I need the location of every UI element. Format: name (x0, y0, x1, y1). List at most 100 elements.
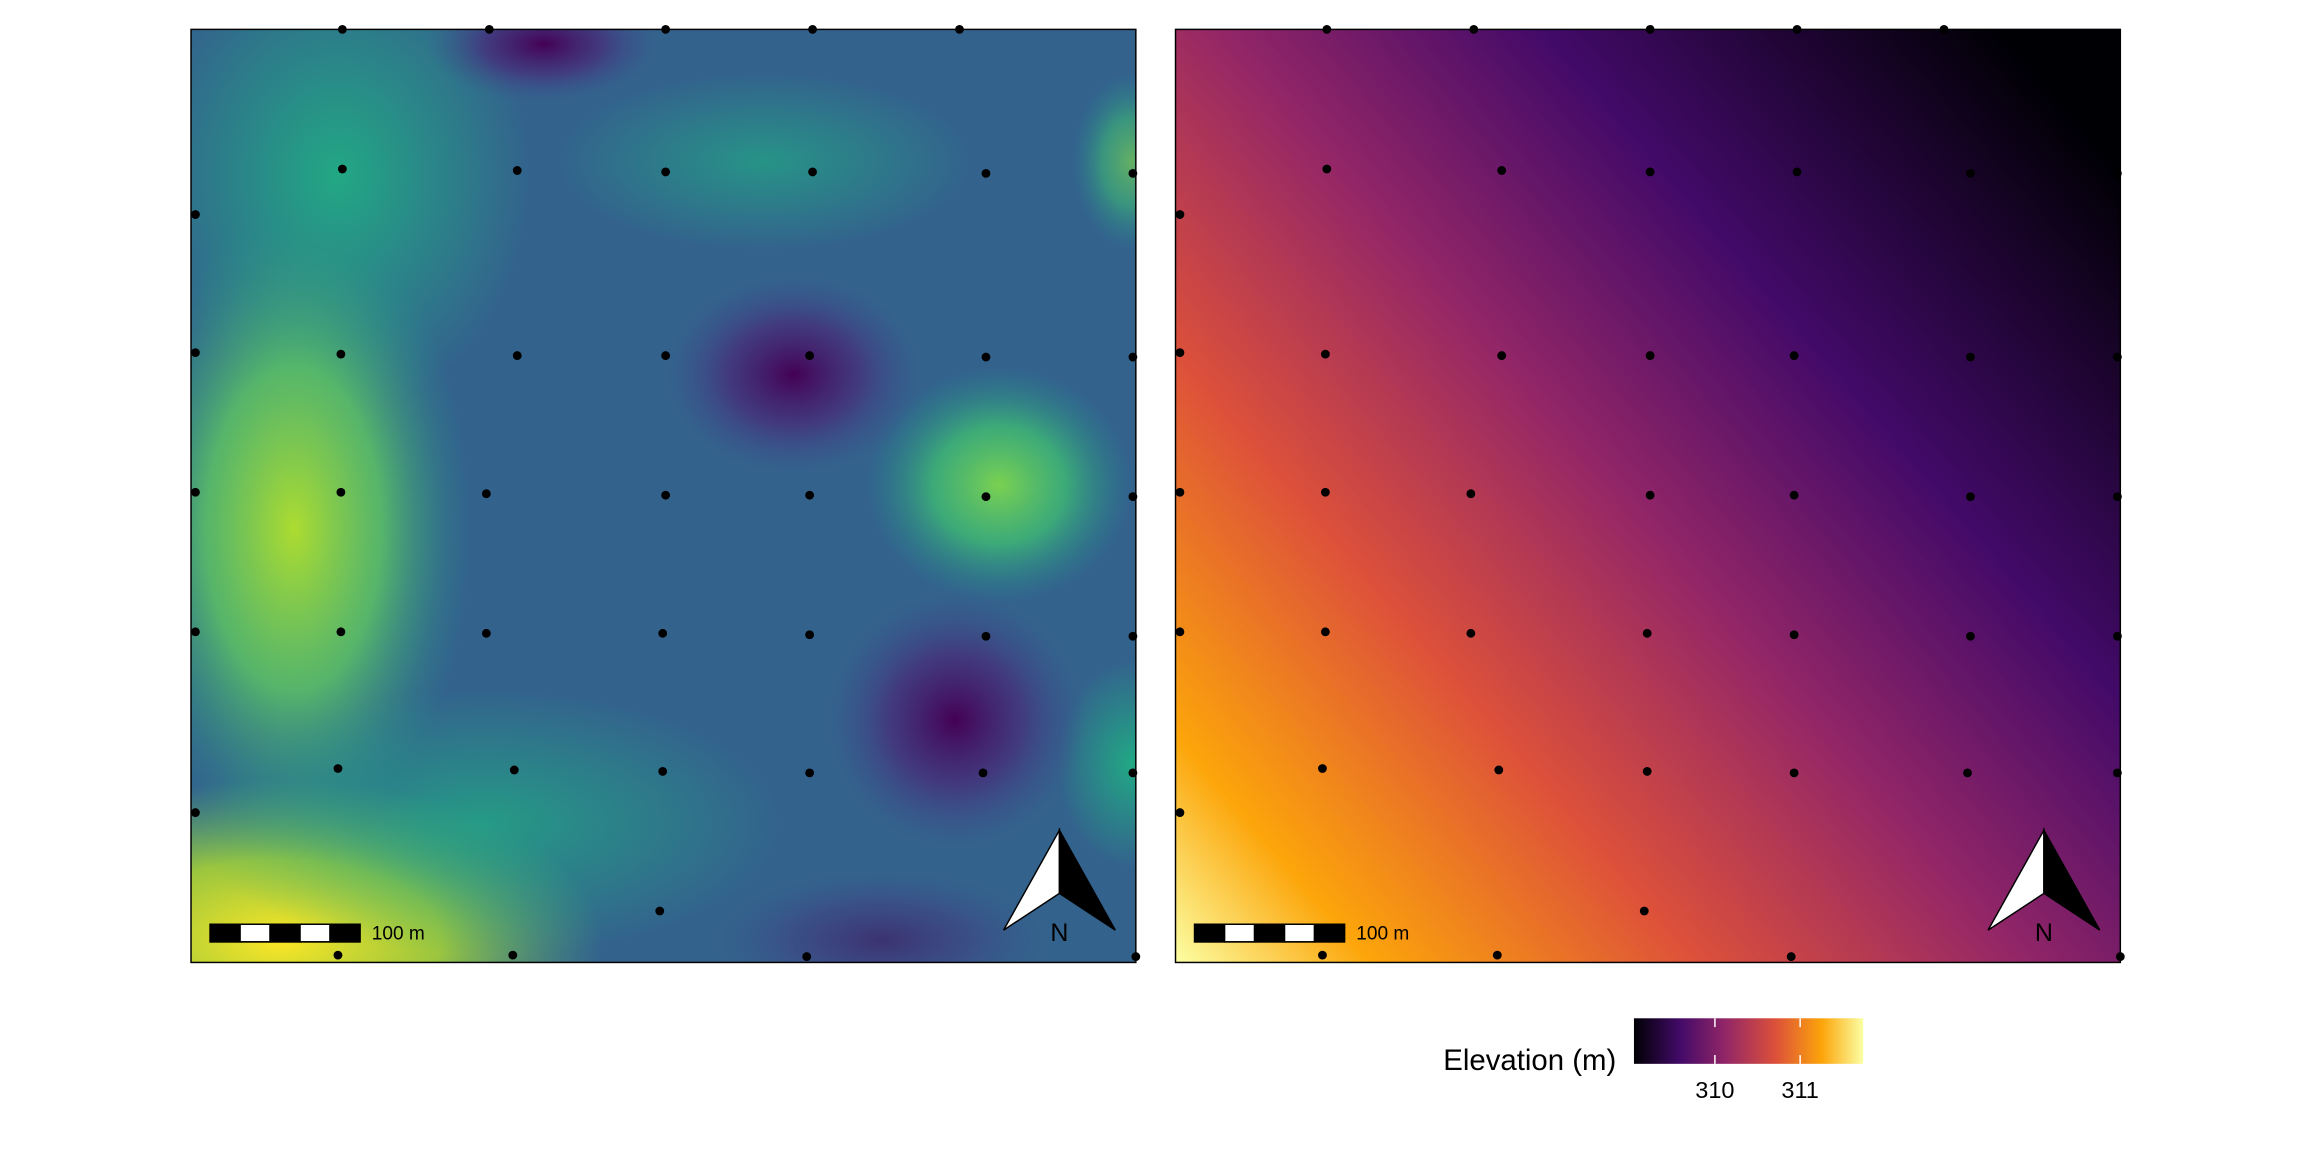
sample-point (1128, 352, 1138, 362)
sample-point (484, 24, 494, 34)
sample-point (802, 952, 812, 961)
sample-point (1466, 628, 1476, 638)
sample-point (1966, 168, 1975, 178)
sample-point (1497, 351, 1507, 360)
scale-bar-segment (1193, 923, 1226, 943)
sample-point (1966, 492, 1975, 502)
scale-bar-segment (1313, 923, 1346, 943)
sample-point (1642, 628, 1652, 638)
sample-point (1963, 768, 1972, 778)
scale-bar-segment (1283, 923, 1316, 943)
sample-point (1789, 351, 1799, 360)
sample-point (1175, 627, 1185, 637)
sample-point (508, 950, 518, 960)
sample-point (661, 24, 671, 34)
sample-point (1645, 351, 1655, 360)
sample-point (1645, 490, 1655, 500)
sample-point (981, 492, 991, 502)
scale-bar-segment (1253, 923, 1286, 943)
sample-point (1320, 487, 1330, 497)
sample-point (337, 164, 347, 174)
north-label: N (2035, 919, 2053, 947)
sample-point (1320, 349, 1330, 359)
sample-point (981, 168, 991, 178)
scale-bar-segment (1223, 923, 1256, 943)
scale-bar-segment (299, 923, 331, 943)
sample-point (1789, 490, 1799, 500)
sample-point (805, 768, 815, 778)
sample-point (1320, 627, 1330, 637)
sample-point (1318, 950, 1327, 960)
sample-point (1175, 348, 1185, 358)
scale-bar-segment (269, 923, 301, 943)
sample-point (191, 487, 200, 497)
sample-point (2112, 492, 2122, 502)
sample-point (1128, 492, 1138, 502)
sample-point (1322, 164, 1332, 174)
sample-point (1318, 764, 1327, 773)
sample-point (1789, 630, 1799, 640)
sample-point (1639, 906, 1649, 916)
sample-point (1128, 768, 1138, 778)
sample-point (333, 764, 343, 773)
sample-point (336, 349, 346, 359)
scale-bar-label: 100 m (1356, 924, 1409, 945)
sample-point (191, 627, 200, 637)
map-decorations: 100 m N 100 m N (209, 827, 2101, 947)
sample-point (336, 487, 346, 497)
sample-point (978, 768, 988, 778)
sample-point (191, 808, 200, 817)
sample-point (661, 167, 671, 177)
sample-point (808, 167, 817, 177)
sample-point (1939, 24, 1949, 34)
scale-bar-frame (1193, 923, 1346, 943)
sample-point (805, 490, 815, 500)
sample-point (1131, 952, 1141, 961)
sample-point (1128, 631, 1138, 641)
colorbar-tick-label: 310 (1695, 1077, 1734, 1103)
sample-point (1789, 768, 1799, 778)
left-raster (191, 29, 1136, 963)
sample-point (1322, 24, 1332, 34)
sample-point (1494, 765, 1504, 775)
north-label: N (1050, 919, 1068, 947)
sample-point (805, 351, 815, 360)
scale-bar-segment (209, 923, 241, 943)
sample-point (658, 767, 668, 776)
sample-point (481, 489, 491, 499)
sample-point (2115, 952, 2125, 961)
north-arrow-right (1058, 827, 1116, 931)
sample-point (512, 351, 522, 360)
scale-bar-frame (209, 923, 361, 943)
sample-point (481, 628, 491, 638)
sample-point (981, 352, 991, 362)
sample-point (1175, 210, 1185, 219)
sample-point (337, 24, 347, 34)
sample-point (1469, 24, 1479, 34)
legend-title: Elevation (m) (1443, 1044, 1616, 1077)
sample-point (336, 627, 346, 637)
sample-point (655, 906, 665, 916)
sample-point (1128, 168, 1138, 178)
sample-point (1642, 767, 1652, 776)
scale-bar-segment (239, 923, 271, 943)
sample-point (2112, 768, 2122, 778)
sample-point (1792, 167, 1802, 177)
colorbar (1633, 1018, 1864, 1064)
sample-point (808, 24, 817, 34)
sample-point (1966, 352, 1975, 362)
colorbar-tick-label: 311 (1781, 1077, 1818, 1103)
sample-point (981, 631, 991, 641)
sample-point (1466, 489, 1476, 499)
sample-point (1786, 952, 1796, 961)
sample-point (191, 348, 200, 358)
sample-point (2112, 631, 2122, 641)
sample-point (1175, 808, 1185, 817)
sample-point (955, 24, 964, 34)
sample-point (805, 630, 815, 640)
scale-bar-label: 100 m (372, 924, 425, 945)
sample-point (191, 210, 200, 219)
scale-bar-segment (329, 923, 361, 943)
sample-point (1492, 950, 1502, 960)
